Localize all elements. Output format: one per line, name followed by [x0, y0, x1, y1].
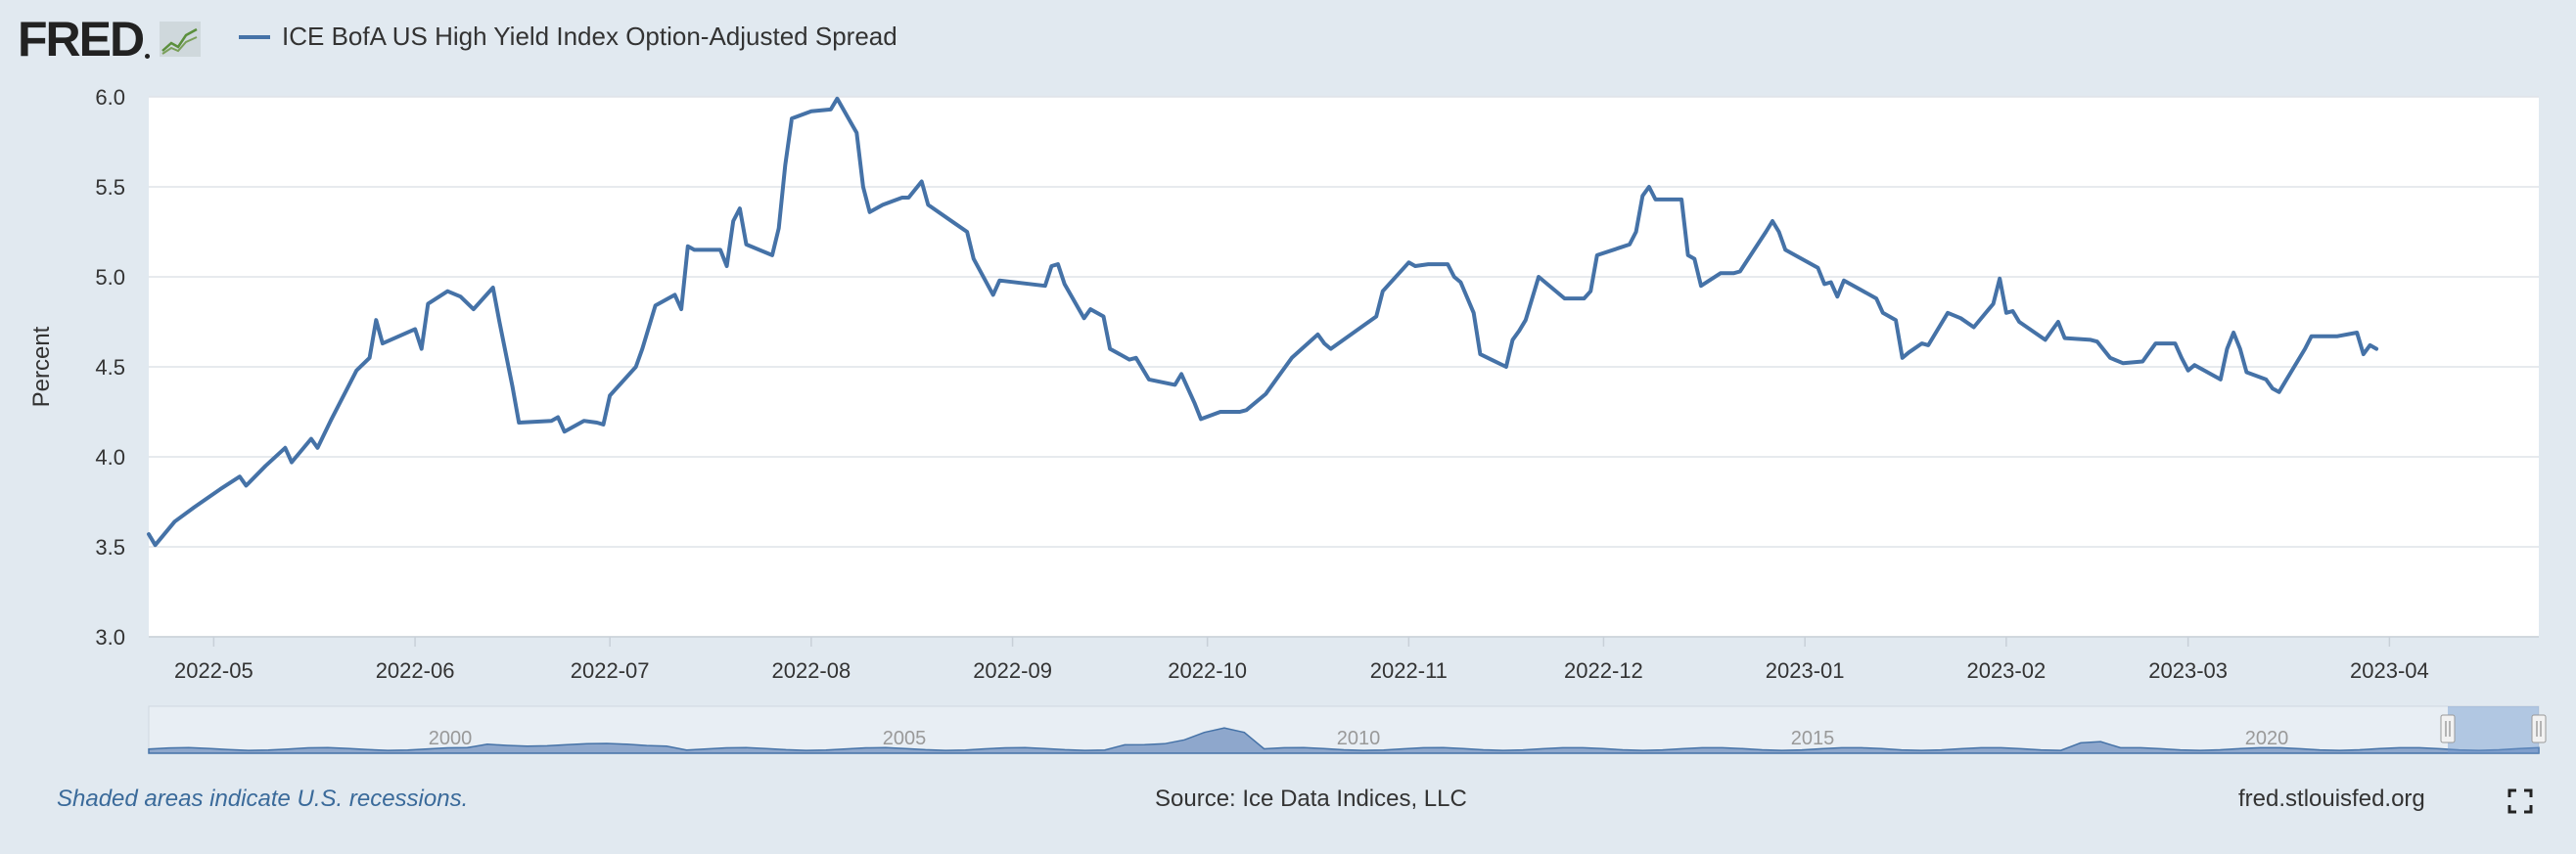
navigator-year-label: 2020	[2245, 728, 2289, 749]
navigator-year-label: 2015	[1791, 728, 1835, 749]
navigator-handle-left[interactable]	[2440, 714, 2456, 743]
y-tick-label: 5.0	[95, 265, 125, 290]
navigator-year-labels: 2000 2005 2010 2015 2020	[429, 728, 2289, 749]
navigator-year-label: 2010	[1337, 728, 1381, 749]
fred-logo[interactable]: FRED	[18, 10, 202, 68]
x-tick-label: 2022-09	[973, 658, 1052, 683]
x-tick-label: 2022-10	[1168, 658, 1247, 683]
x-tick-label: 2022-07	[571, 658, 650, 683]
x-tick-label: 2023-01	[1766, 658, 1845, 683]
y-tick-label: 6.0	[95, 85, 125, 110]
series-legend: ICE BofA US High Yield Index Option-Adju…	[239, 22, 897, 52]
gridlines	[149, 96, 2539, 638]
chart-header: FRED ICE BofA US High Yield Index Option…	[0, 0, 2576, 88]
range-navigator[interactable]: 2000 2005 2010 2015 2020	[148, 705, 2547, 754]
series-line[interactable]	[147, 96, 2379, 548]
navigator-handle-right[interactable]	[2531, 714, 2547, 743]
navigator-area	[148, 727, 2540, 754]
y-tick-label: 5.5	[95, 175, 125, 200]
x-tick-label: 2022-08	[771, 658, 851, 683]
x-tick-label: 2022-06	[376, 658, 455, 683]
fullscreen-icon[interactable]	[2507, 788, 2533, 814]
legend-swatch	[239, 34, 270, 39]
x-axis-tick-labels: 2022-05 2022-06 2022-07 2022-08 2022-09 2022-…	[174, 637, 2429, 683]
y-tick-label: 4.0	[95, 445, 125, 470]
logo-registered-dot	[145, 53, 151, 59]
series-line-group[interactable]	[147, 96, 2379, 548]
y-tick-label: 4.5	[95, 355, 125, 380]
y-axis-label: Percent	[28, 326, 55, 407]
data-source: Source: Ice Data Indices, LLC	[1155, 786, 1467, 812]
y-tick-label: 3.0	[95, 625, 125, 650]
recession-note: Shaded areas indicate U.S. recessions.	[57, 786, 469, 812]
x-tick-label: 2022-05	[174, 658, 253, 683]
chart-graph-icon	[160, 22, 202, 57]
navigator-year-label: 2005	[883, 728, 927, 749]
navigator-selection[interactable]	[2448, 706, 2539, 753]
navigator-year-label: 2000	[429, 728, 473, 749]
x-tick-label: 2023-03	[2148, 658, 2228, 683]
fred-logo-text: FRED	[18, 12, 145, 67]
y-tick-label: 3.5	[95, 535, 125, 560]
legend-series-label: ICE BofA US High Yield Index Option-Adju…	[282, 22, 897, 51]
x-tick-label: 2022-12	[1564, 658, 1643, 683]
y-axis-tick-labels: 3.0 3.5 4.0 4.5 5.0 5.5 6.0	[95, 85, 125, 650]
x-tick-label: 2023-04	[2350, 658, 2429, 683]
x-tick-label: 2023-02	[1966, 658, 2046, 683]
site-link[interactable]: fred.stlouisfed.org	[2238, 786, 2425, 812]
x-tick-label: 2022-11	[1370, 658, 1448, 683]
